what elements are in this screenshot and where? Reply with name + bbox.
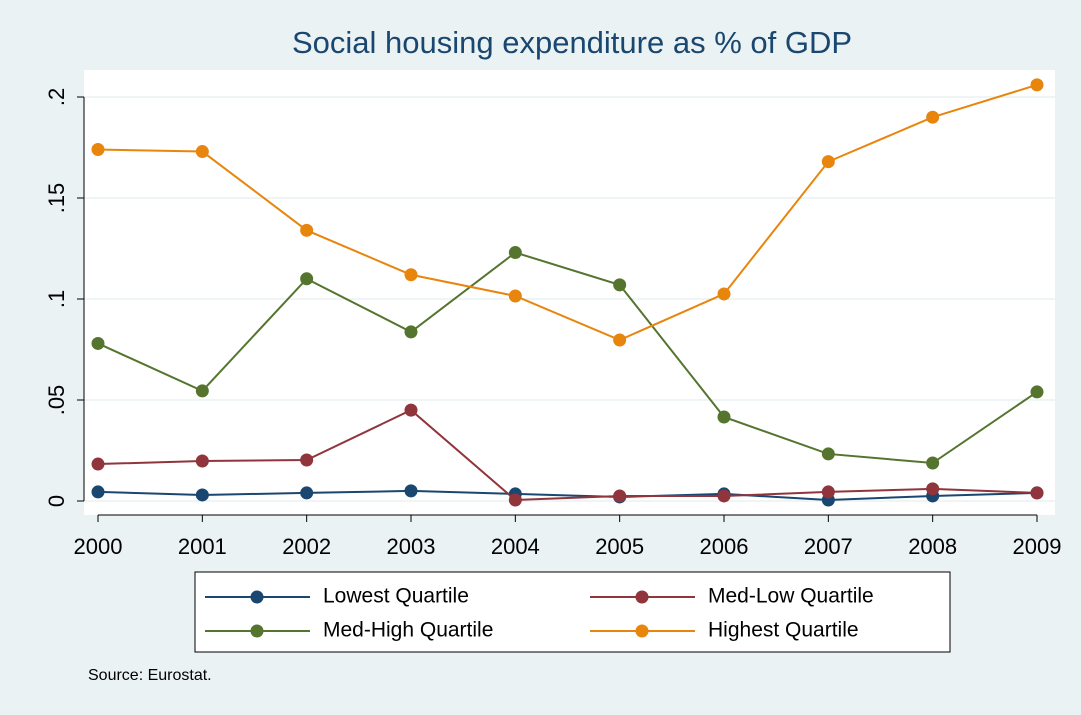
y-tick-label: .05	[44, 385, 69, 416]
x-tick-label: 2000	[74, 534, 123, 559]
x-tick-label: 2003	[387, 534, 436, 559]
data-point	[195, 488, 209, 502]
legend-marker	[635, 590, 649, 604]
data-point	[821, 155, 835, 169]
x-tick-label: 2002	[282, 534, 331, 559]
data-point	[508, 246, 522, 260]
data-point	[613, 333, 627, 347]
data-point	[926, 456, 940, 470]
legend-label: Highest Quartile	[708, 619, 859, 642]
data-point	[404, 268, 418, 282]
data-point	[821, 485, 835, 499]
series-line	[97, 489, 1038, 501]
chart-title: Social housing expenditure as % of GDP	[292, 25, 852, 60]
legend-marker	[635, 624, 649, 638]
data-point	[300, 486, 314, 500]
data-point	[404, 403, 418, 417]
legend-marker	[250, 590, 264, 604]
data-point	[91, 336, 105, 350]
legend	[194, 571, 951, 653]
note: Source: Eurostat.	[88, 667, 212, 684]
data-point	[926, 110, 940, 124]
legend-label: Med-High Quartile	[323, 619, 493, 642]
data-point	[300, 272, 314, 286]
data-point	[91, 485, 105, 499]
data-point	[195, 384, 209, 398]
y-tick-label: .15	[44, 183, 69, 214]
data-point	[613, 489, 627, 503]
x-tick-label: 2006	[700, 534, 749, 559]
x-tick-label: 2008	[908, 534, 957, 559]
x-tick-label: 2009	[1013, 534, 1062, 559]
legend-marker	[250, 624, 264, 638]
series-line	[97, 83, 1038, 342]
data-point	[195, 145, 209, 159]
data-point	[91, 143, 105, 157]
legend-label: Med-Low Quartile	[708, 585, 874, 608]
data-point	[404, 325, 418, 339]
data-point	[508, 289, 522, 303]
x-tick-label: 2005	[595, 534, 644, 559]
plot-area	[84, 70, 1055, 515]
data-point	[717, 287, 731, 301]
x-tick-label: 2004	[491, 534, 540, 559]
legend-label: Lowest Quartile	[323, 585, 469, 608]
data-point	[91, 457, 105, 471]
y-tick-label: 0	[44, 495, 69, 507]
data-point	[613, 278, 627, 292]
data-point	[404, 484, 418, 498]
data-point	[926, 482, 940, 496]
x-tick-label: 2001	[178, 534, 227, 559]
data-point	[1030, 486, 1044, 500]
data-point	[195, 454, 209, 468]
data-point	[300, 453, 314, 467]
y-tick-label: .1	[44, 290, 69, 308]
data-point	[1030, 385, 1044, 399]
data-point	[717, 489, 731, 503]
data-point	[300, 223, 314, 237]
y-tick-label: .2	[44, 88, 69, 106]
data-point	[717, 410, 731, 424]
data-point	[508, 493, 522, 507]
data-point	[821, 447, 835, 461]
series-line	[97, 251, 1038, 465]
data-point	[1030, 78, 1044, 92]
x-tick-label: 2007	[804, 534, 853, 559]
series-line	[97, 408, 1038, 502]
